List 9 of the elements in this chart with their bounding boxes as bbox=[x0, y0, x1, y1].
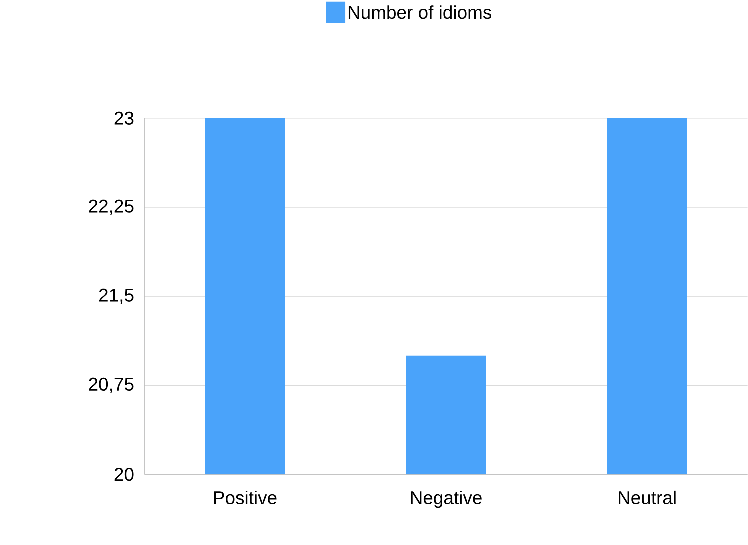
x-tick-label: Negative bbox=[411, 491, 482, 508]
x-tick-label: Neutral bbox=[619, 491, 676, 505]
legend-label: Number of idioms bbox=[348, 6, 492, 20]
x-tick-label: Positive bbox=[214, 491, 277, 505]
y-tick-label: 20,75 bbox=[89, 378, 134, 394]
y-tick-label: 23 bbox=[114, 112, 134, 126]
y-tick-label: 20 bbox=[114, 468, 134, 482]
y-tick-label: 21,5 bbox=[99, 289, 134, 304]
y-tick-label: 22,25 bbox=[89, 200, 134, 216]
